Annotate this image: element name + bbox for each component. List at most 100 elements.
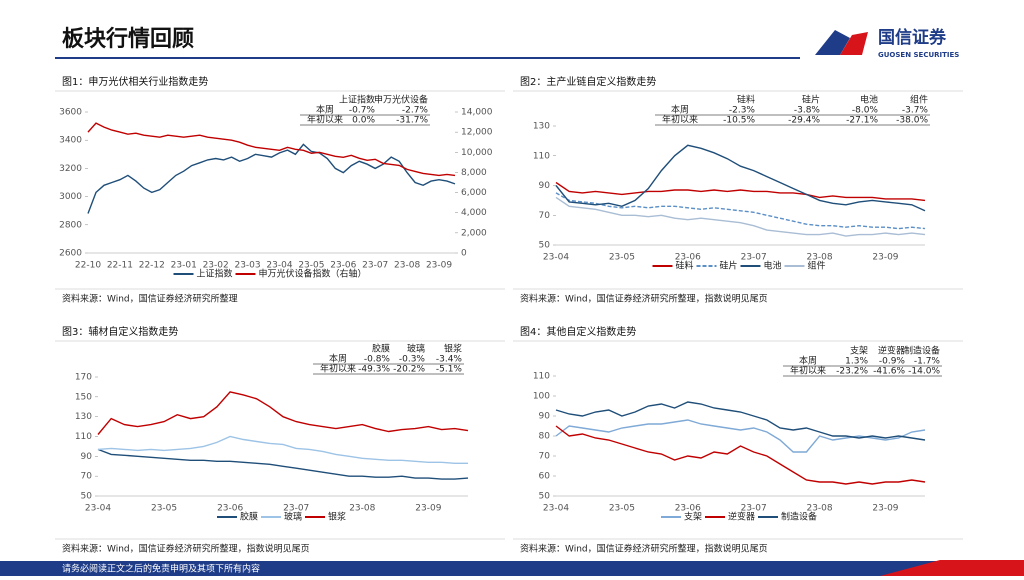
series-line [555,401,926,441]
table-header: 电池 [860,94,878,106]
y-tick-label: 2600 [59,249,82,259]
footer-accent [880,560,1024,576]
figure-title: 图3：辅材自定义指数走势 [62,325,178,338]
x-tick-label: 23-04 [543,504,569,514]
table-header: 银浆 [444,343,462,355]
logo-text: 国信证券 [878,27,947,48]
series-line [97,435,468,464]
y-tick-label: 80 [539,432,551,442]
y-tick-label: 50 [539,241,551,251]
x-tick-label: 23-01 [171,261,197,271]
table-cell: -8.0% [852,106,879,116]
y-tick-label: 100 [533,392,550,402]
figure-title: 图4：其他自定义指数走势 [520,325,636,338]
x-tick-label: 23-06 [330,261,356,271]
table-cell: -2.7% [402,106,429,116]
legend-label: 玻璃 [284,511,302,523]
x-tick-label: 23-07 [362,261,388,271]
legend-label: 上证指数 [197,268,233,280]
legend-label: 组件 [808,260,826,272]
legend-label: 硅片 [720,260,738,272]
footer-text: 请务必阅读正文之后的免责申明及其项下所有内容 [62,563,260,575]
table-header: 硅片 [802,94,820,106]
source-note: 资料来源：Wind，国信证券经济研究所整理，指数说明见尾页 [520,293,768,305]
logo-shape [815,30,850,55]
y-tick-label: 60 [539,472,551,482]
table-header: 上证指数 [339,94,375,106]
table-cell: -41.6% [873,367,905,377]
legend-label: 硅料 [676,260,694,272]
series-line [555,144,926,212]
x-tick-label: 22-10 [75,261,101,271]
x-tick-label: 23-05 [609,253,635,263]
x-tick-label: 23-07 [741,504,767,514]
y-tick-label: 70 [81,472,93,482]
x-tick-label: 23-04 [266,261,292,271]
table-cell: -3.8% [794,106,821,116]
x-tick-label: 23-02 [203,261,229,271]
table-cell: 1.3% [845,357,868,367]
legend-label: 胶膜 [240,511,258,523]
table-header: 制造设备 [904,345,940,357]
legend-label: 支架 [684,511,702,523]
source-note: 资料来源：Wind，国信证券经济研究所整理 [62,293,238,305]
table-cell: -27.1% [846,116,878,126]
y-tick-label: 50 [539,492,551,502]
y-tick-label: 130 [75,412,92,422]
x-tick-label: 23-09 [415,504,441,514]
table-cell: -38.0% [896,116,928,126]
table-cell: -29.4% [788,116,820,126]
logo: 国信证券 GUOSEN SECURITIES [815,27,959,59]
table-cell: -49.3% [358,365,390,375]
y2-tick-label: 12,000 [461,128,493,138]
y-tick-label: 2800 [59,220,82,230]
x-tick-label: 23-04 [85,504,111,514]
x-tick-label: 23-08 [806,253,832,263]
legend-label: 申万光伏设备指数（右轴） [259,268,367,280]
slide-title: 板块行情回顾 [62,26,194,52]
y2-tick-label: 10,000 [461,148,493,158]
y-tick-label: 150 [75,392,92,402]
y-tick-label: 3200 [59,164,82,174]
x-tick-label: 22-12 [139,261,165,271]
table-header: 胶膜 [372,343,390,355]
table-cell: -5.1% [436,365,463,375]
y-tick-label: 70 [539,452,551,462]
table-row-label: 本周 [799,355,817,367]
table-header: 组件 [910,94,928,106]
series-line [87,122,456,177]
table-cell: -0.8% [364,355,391,365]
table-row-label: 本周 [671,104,689,116]
x-tick-label: 23-07 [283,504,309,514]
y-tick-label: 3600 [59,108,82,118]
y-tick-label: 130 [533,122,550,132]
footer-bar [0,561,1024,576]
table-row-label: 年初以来 [790,365,826,377]
y-tick-label: 50 [81,492,93,502]
y2-tick-label: 4,000 [461,208,487,218]
x-tick-label: 23-05 [298,261,324,271]
legend-label: 逆变器 [728,511,755,523]
x-tick-label: 23-04 [543,253,569,263]
table-cell: -0.7% [349,106,376,116]
y2-tick-label: 2,000 [461,228,487,238]
table-header: 申万光伏设备 [374,94,428,106]
y-tick-label: 3400 [59,136,82,146]
table-cell: -1.7% [914,357,941,367]
table-header: 玻璃 [407,343,425,355]
y-tick-label: 90 [539,181,551,191]
y-tick-label: 170 [75,373,92,383]
x-tick-label: 23-06 [675,504,701,514]
table-cell: -2.3% [729,106,756,116]
y-tick-label: 90 [539,412,551,422]
table-cell: -23.2% [836,367,868,377]
table-cell: -14.0% [908,367,940,377]
y-tick-label: 70 [539,211,551,221]
table-row-label: 年初以来 [307,114,343,126]
logo-shape [840,32,868,55]
y-tick-label: 90 [81,452,93,462]
x-tick-label: 23-06 [675,253,701,263]
y2-tick-label: 8,000 [461,168,487,178]
